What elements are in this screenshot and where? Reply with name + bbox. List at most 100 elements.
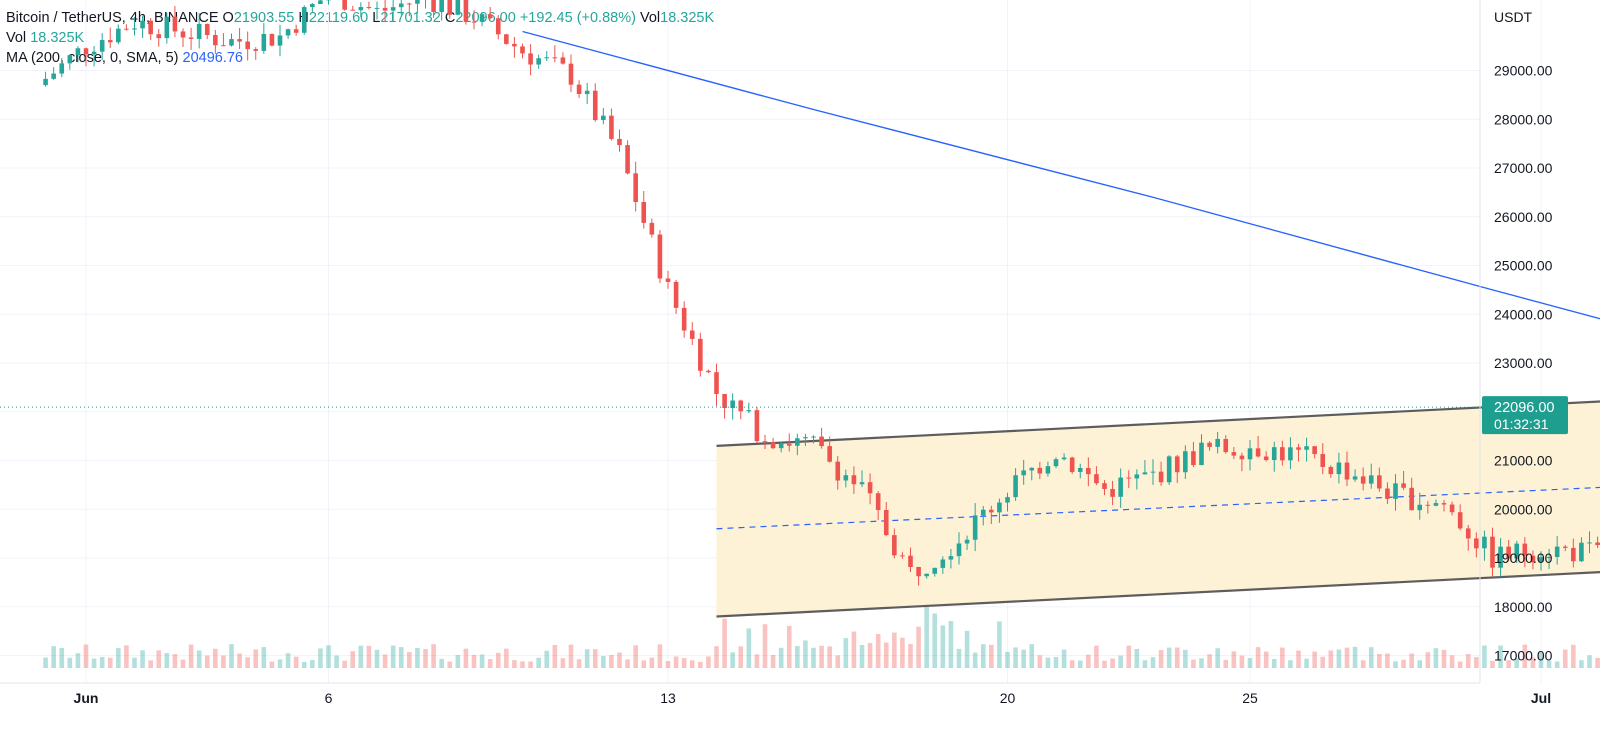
candle-body: [285, 29, 291, 36]
candle-body: [1320, 454, 1326, 467]
candle-body: [447, 0, 453, 15]
volume-bar: [180, 659, 186, 668]
volume-bar: [1482, 645, 1487, 668]
time-axis[interactable]: Jun6132025Jul6111825Aug8: [0, 682, 1600, 706]
volume-bar: [1530, 657, 1536, 668]
volume-bar: [1077, 660, 1083, 668]
candle: [91, 46, 97, 67]
volume-bar: [1522, 644, 1528, 668]
candle-body: [479, 14, 485, 22]
channel-upper-line: [716, 400, 1600, 447]
volume-bar: [706, 656, 711, 668]
candle: [1247, 439, 1253, 471]
candle: [75, 46, 81, 63]
volume-bar: [1280, 647, 1285, 668]
volume-bar: [1110, 658, 1115, 668]
candle: [835, 455, 841, 490]
candle-body: [754, 410, 760, 442]
candle: [1441, 500, 1447, 512]
candle-body: [455, 0, 461, 15]
candle-body: [657, 234, 663, 279]
candle-body: [342, 0, 347, 10]
candle: [689, 322, 695, 346]
candle: [1538, 551, 1544, 571]
volume-bar: [1069, 660, 1075, 668]
candle-body: [504, 34, 509, 44]
candle: [107, 27, 113, 48]
volume-bar: [641, 660, 647, 668]
candle-body: [730, 400, 735, 408]
volume-bar: [1086, 654, 1091, 668]
candle-body: [1069, 457, 1075, 472]
candle-body: [1474, 538, 1479, 549]
volume-bar: [1352, 646, 1358, 668]
candle: [1482, 530, 1487, 561]
candle-body: [746, 410, 752, 412]
candle-body: [778, 443, 784, 449]
volume-bar: [188, 644, 194, 668]
candle: [1207, 441, 1212, 451]
candle-body: [625, 145, 630, 174]
candle: [67, 54, 73, 70]
volume-bar: [221, 655, 226, 668]
candle: [786, 433, 792, 452]
candle: [730, 393, 735, 420]
candle-body: [221, 45, 226, 47]
price-tick-label: 27000.00: [1494, 160, 1553, 176]
candle: [1126, 470, 1132, 488]
candle: [1296, 443, 1301, 462]
volume-bar: [1126, 645, 1132, 668]
candle-body: [689, 330, 695, 339]
candle: [875, 491, 881, 521]
legend-volume-row[interactable]: Vol 18.325K: [6, 28, 714, 48]
volume-bar: [1191, 659, 1196, 668]
candle: [318, 0, 323, 5]
candle: [859, 470, 865, 488]
price-tick-label: 18000.00: [1494, 599, 1553, 615]
volume-bar: [1005, 651, 1010, 668]
candle: [1223, 435, 1229, 454]
volume-bar: [1207, 654, 1212, 668]
candle-body: [463, 0, 469, 22]
candle: [382, 0, 388, 22]
candle-body: [1368, 475, 1374, 484]
candle-body: [1409, 487, 1414, 511]
price-tick-label: 24000.00: [1494, 306, 1553, 322]
candle-body: [91, 51, 97, 55]
volume-bar: [770, 654, 776, 668]
bar-countdown: 01:32:31: [1494, 416, 1549, 432]
candle: [1029, 467, 1035, 481]
candle-body: [1522, 543, 1528, 556]
candle: [964, 535, 970, 550]
candle: [1061, 453, 1067, 461]
candle-body: [1045, 466, 1051, 474]
channel-drawing[interactable]: [716, 341, 1600, 618]
candle: [722, 393, 727, 419]
volume-bar: [51, 646, 56, 668]
candle: [843, 469, 849, 488]
candle-body: [795, 438, 800, 446]
volume-bar: [1150, 657, 1156, 668]
candle: [1094, 466, 1099, 486]
volume-bar: [91, 658, 97, 668]
volume-bar: [83, 644, 89, 668]
volume-bar: [560, 658, 566, 668]
price-axis[interactable]: 17000.00 18000.00 19000.00 20000.00 21000.00…: [1479, 0, 1568, 683]
candle-body: [528, 53, 533, 65]
volume-bar: [964, 630, 970, 668]
candle-body: [358, 7, 364, 11]
volume-bar: [948, 621, 954, 668]
volume-bar: [124, 645, 129, 668]
price-tick-label: 29000.00: [1494, 63, 1553, 79]
volume-bar: [350, 651, 356, 668]
candle: [1336, 452, 1342, 484]
legend-ma-row[interactable]: MA (200, close, 0, SMA, 5) 20496.76: [6, 48, 714, 68]
volume-bar: [132, 657, 137, 668]
volume-bar: [859, 644, 865, 668]
candle: [512, 36, 517, 58]
low-label: L: [372, 10, 381, 26]
candle-body: [932, 567, 938, 574]
volume-bar: [1174, 647, 1180, 668]
volume-bar: [1417, 660, 1423, 668]
